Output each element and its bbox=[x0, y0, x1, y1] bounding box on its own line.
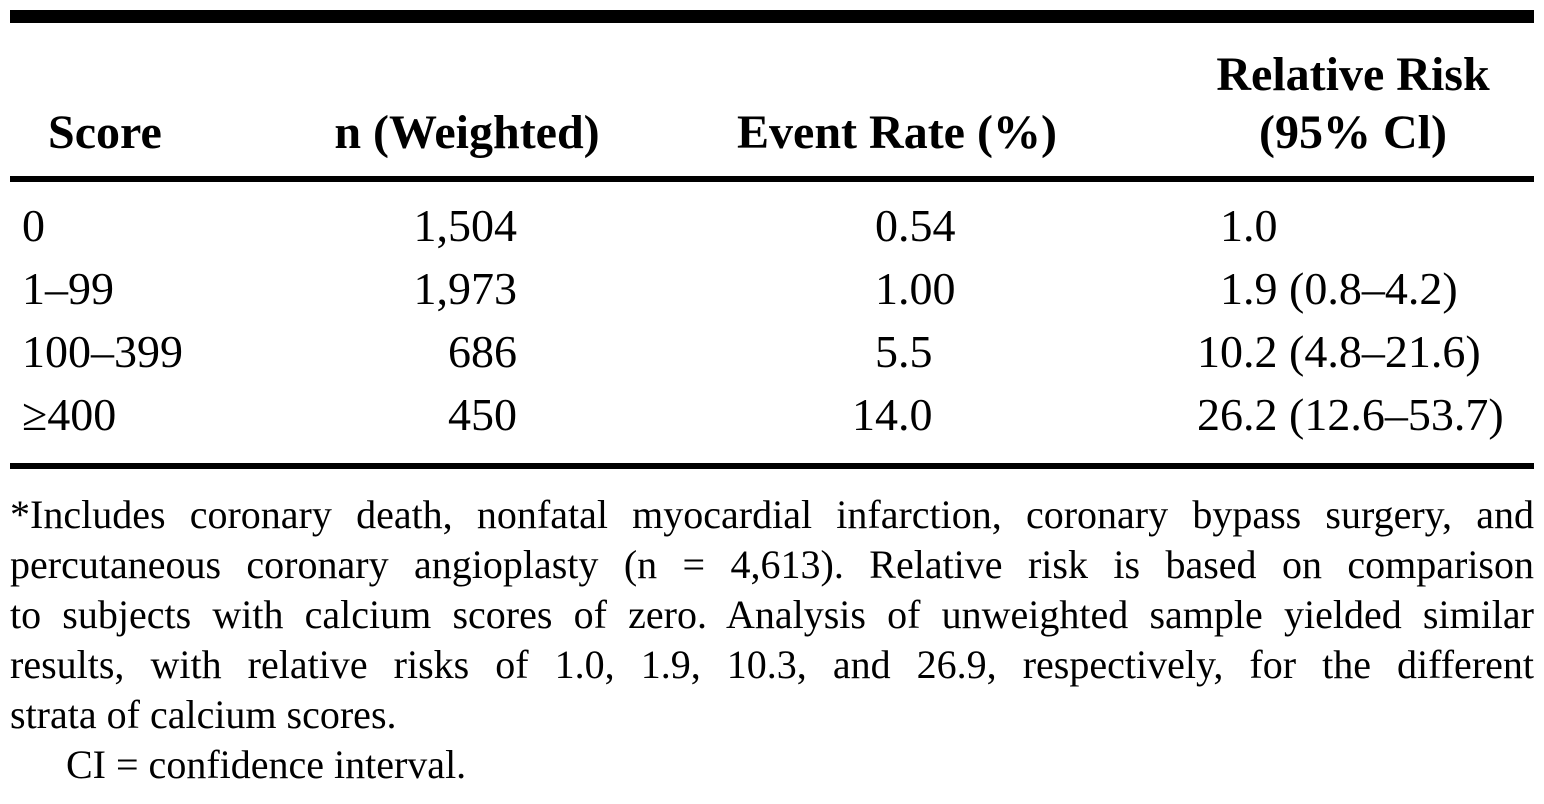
cell-event-rate-int: 0 bbox=[875, 200, 898, 251]
footnote-line: percutaneous coronary angioplasty (n = 4… bbox=[10, 542, 1534, 587]
cell-score: 100–399 bbox=[22, 326, 183, 377]
cell-event-rate: 1.00 bbox=[530, 257, 980, 320]
cell-n-weighted: 686 bbox=[448, 326, 517, 377]
cell-n-weighted: 450 bbox=[448, 389, 517, 440]
cell-n-weighted: 1,973 bbox=[413, 263, 518, 314]
col-header-relative-risk-label: Relative Risk (95% Cl) bbox=[1216, 46, 1489, 162]
cell-relative-risk-rest: .0 bbox=[1243, 200, 1278, 251]
col-header-score: Score bbox=[10, 16, 240, 182]
col-header-n-weighted: n (Weighted) bbox=[240, 16, 600, 182]
col-header-relative-risk: Relative Risk (95% Cl) bbox=[980, 16, 1534, 182]
table-row: ≥400 450 14.0 26.2 (12.6–53.7) bbox=[10, 383, 1534, 466]
cell-relative-risk-rest: .2 (4.8–21.6) bbox=[1243, 326, 1481, 377]
cell-relative-risk: 1.0 bbox=[980, 179, 1534, 257]
table-body: 0 1,504 0.54 1.0 1–99 1,973 1.00 1.9 (0.8–4.2) 1… bbox=[10, 179, 1534, 466]
cell-score: 0 bbox=[22, 200, 45, 251]
table-row: 0 1,504 0.54 1.0 bbox=[10, 179, 1534, 257]
cell-event-rate: 14.0 bbox=[530, 383, 980, 466]
cell-relative-risk: 10.2 (4.8–21.6) bbox=[980, 320, 1534, 383]
footnote-line: to subjects with calcium scores of zero.… bbox=[10, 592, 1534, 637]
col-header-event-rate: Event Rate (%) bbox=[530, 16, 1057, 182]
document-page: Score n (Weighted) Event Rate (%) Relati… bbox=[10, 10, 1534, 790]
calcium-score-table: Score n (Weighted) Event Rate (%) Relati… bbox=[10, 10, 1534, 469]
cell-relative-risk: 26.2 (12.6–53.7) bbox=[980, 383, 1534, 466]
table-footnote: *Includes coronary death, nonfatal myoca… bbox=[10, 490, 1534, 790]
table-row: 1–99 1,973 1.00 1.9 (0.8–4.2) bbox=[10, 257, 1534, 320]
table-row: 100–399 686 5.5 10.2 (4.8–21.6) bbox=[10, 320, 1534, 383]
cell-score: ≥400 bbox=[22, 389, 117, 440]
cell-event-rate: 0.54 bbox=[530, 179, 980, 257]
cell-relative-risk: 1.9 (0.8–4.2) bbox=[980, 257, 1534, 320]
cell-event-rate-int: 5 bbox=[875, 326, 898, 377]
cell-relative-risk-int: 1 bbox=[1220, 200, 1243, 251]
table-header: Score n (Weighted) Event Rate (%) Relati… bbox=[10, 16, 1534, 182]
cell-relative-risk-int: 10 bbox=[1197, 326, 1243, 377]
col-header-score-label: Score bbox=[48, 106, 162, 159]
cell-relative-risk-rest: .2 (12.6–53.7) bbox=[1243, 389, 1504, 440]
cell-event-rate: 5.5 bbox=[530, 320, 980, 383]
footnote-abbreviation-line: CI = confidence interval. bbox=[66, 742, 467, 787]
footnote-line: results, with relative risks of 1.0, 1.9… bbox=[10, 642, 1534, 687]
cell-event-rate-rest: .5 bbox=[898, 326, 933, 377]
col-header-relative-risk-line2: (95% Cl) bbox=[1259, 106, 1447, 159]
cell-relative-risk-int: 1 bbox=[1220, 263, 1243, 314]
cell-event-rate-int: 14 bbox=[852, 389, 898, 440]
col-header-n-weighted-label: n (Weighted) bbox=[334, 106, 600, 159]
cell-n-weighted: 1,504 bbox=[413, 200, 518, 251]
col-header-event-rate-label: Event Rate (%) bbox=[737, 106, 1057, 159]
cell-event-rate-int: 1 bbox=[875, 263, 898, 314]
cell-event-rate-rest: .0 bbox=[898, 389, 933, 440]
cell-event-rate-rest: .54 bbox=[898, 200, 956, 251]
footnote-line: strata of calcium scores. bbox=[10, 692, 397, 737]
footnote-line: *Includes coronary death, nonfatal myoca… bbox=[10, 492, 1534, 537]
cell-relative-risk-int: 26 bbox=[1197, 389, 1243, 440]
cell-event-rate-rest: .00 bbox=[898, 263, 956, 314]
col-header-relative-risk-line1: Relative Risk bbox=[1216, 48, 1490, 101]
header-row: Score n (Weighted) Event Rate (%) Relati… bbox=[10, 16, 1534, 182]
cell-relative-risk-rest: .9 (0.8–4.2) bbox=[1243, 263, 1458, 314]
cell-score: 1–99 bbox=[22, 263, 114, 314]
